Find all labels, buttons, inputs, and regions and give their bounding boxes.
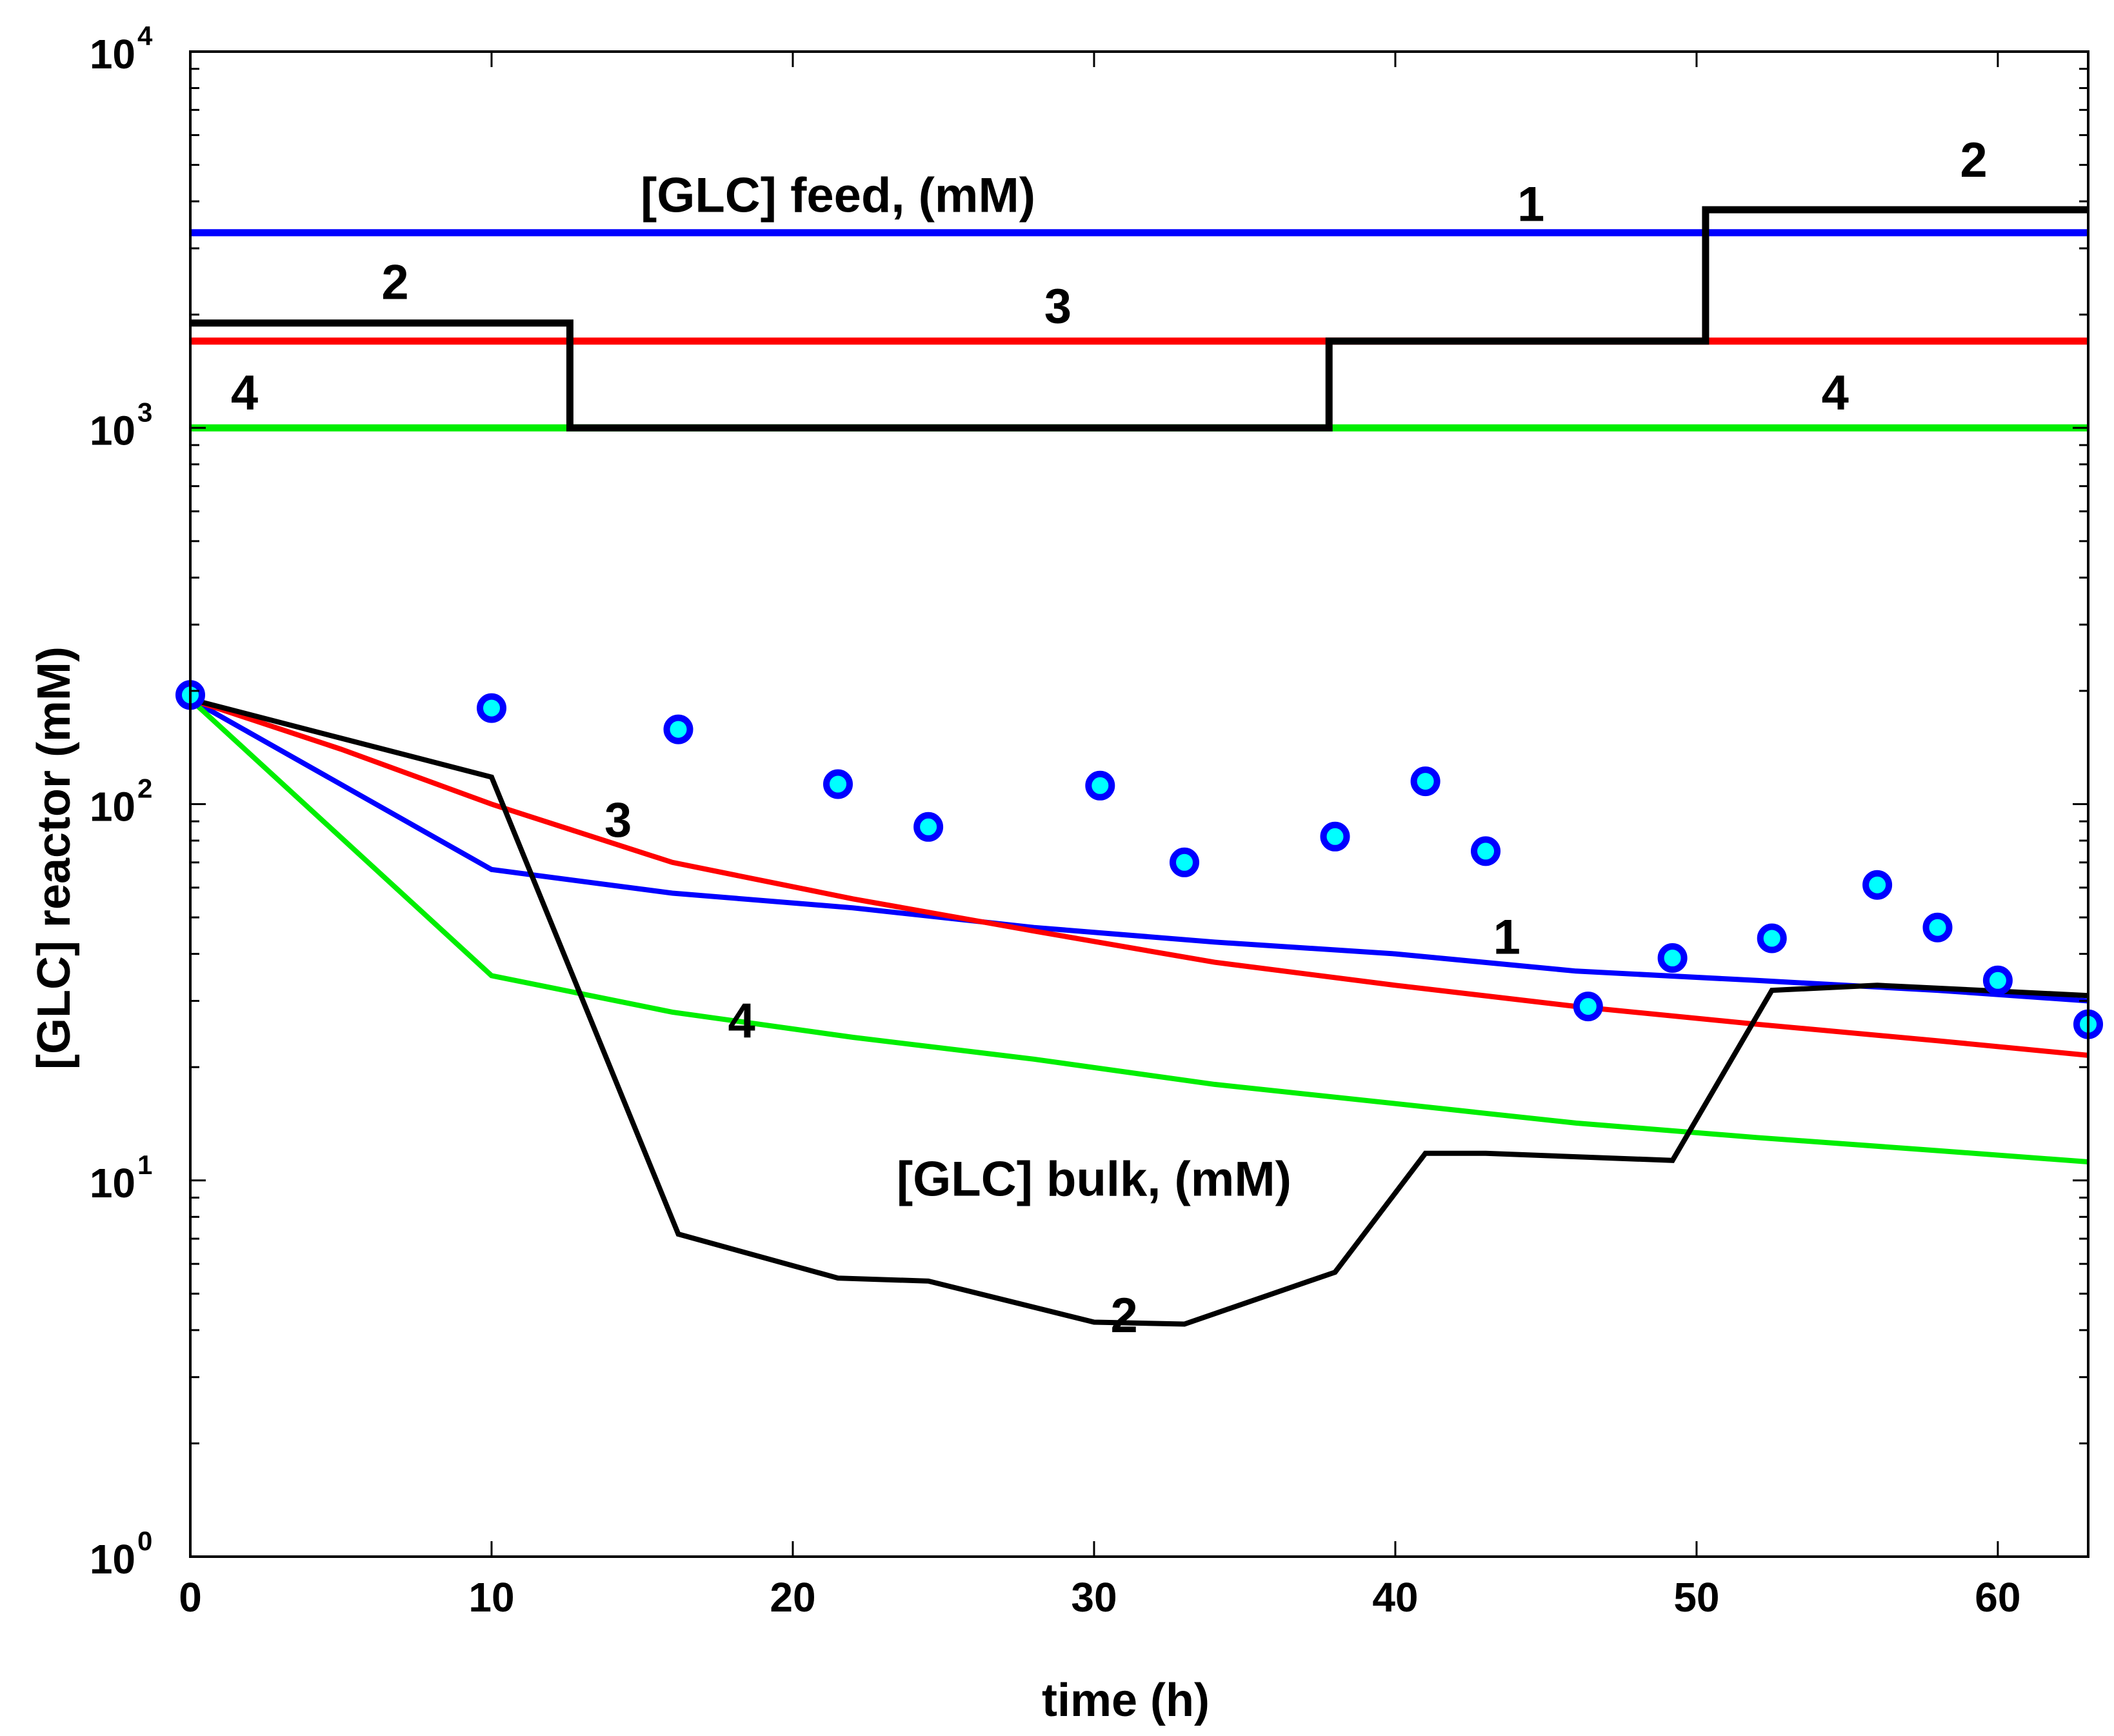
series-bulk-1 [189,697,2089,1004]
annotations: [GLC] feed, (mM) 1 2 2 3 4 4 3 1 4 [GLC] bulk, (mM… [231,133,1988,1343]
y-tick-label: 10 [90,31,135,77]
y-tick-exponent: 0 [137,1526,152,1556]
y-axis-title: [GLC] reactor (mM) [28,646,80,1070]
annotation-label: 2 [1111,1288,1138,1343]
series-layer [188,206,2089,1327]
x-tick-label: 50 [1673,1574,1719,1621]
data-point [1982,965,2013,995]
plot-frame [189,50,2089,1558]
data-point [1085,770,1115,801]
x-tick-label: 30 [1071,1574,1117,1621]
y-tick-exponent: 1 [137,1150,152,1180]
series-bulk-3 [189,697,2089,1058]
data-point [1657,943,1688,973]
data-point [1862,870,1893,900]
y-tick-exponent: 4 [137,21,153,51]
annotation-label: 4 [1822,366,1849,421]
annotation-label: 4 [231,366,258,421]
annotation-label: [GLC] feed, (mM) [641,168,1035,223]
experimental-markers [175,680,2103,1039]
x-tick-label: 20 [770,1574,815,1621]
x-axis-title: time (h) [1042,1675,1210,1726]
annotation-label: 3 [604,793,632,848]
x-tick-label: 40 [1372,1574,1418,1621]
annotation-label: 4 [728,993,755,1048]
x-tick-labels: 0 10 20 30 40 50 60 [179,1574,2020,1621]
series-bulk-2 [189,697,2089,1327]
annotation-label: 2 [381,255,408,310]
x-tick-label: 60 [1975,1574,2020,1621]
y-tick-label: 10 [90,407,135,454]
annotation-label: 1 [1517,177,1544,232]
y-tick-label: 10 [90,1160,135,1206]
data-point [1320,821,1350,852]
x-tick-label: 10 [468,1574,514,1621]
data-point [1573,992,1603,1022]
data-point [1922,912,1953,943]
series-bulk-4 [188,697,2089,1164]
data-point [1471,836,1501,866]
data-point [477,693,506,723]
annotation-label: 2 [1960,133,1987,188]
data-point [823,769,853,799]
axis-ticks [189,52,2088,1558]
data-point [1757,923,1787,953]
annotation-label: 3 [1044,279,1072,334]
series-feed-2 [190,206,2088,432]
x-tick-label: 0 [179,1574,202,1621]
y-tick-exponent: 2 [137,773,152,804]
data-point [1410,766,1441,797]
data-point [1170,847,1199,877]
y-tick-label: 10 [90,784,135,830]
y-tick-exponent: 3 [137,397,152,427]
annotation-label: 1 [1493,910,1521,965]
annotation-label: [GLC] bulk, (mM) [897,1152,1291,1207]
data-point [913,812,944,842]
y-tick-label: 10 [90,1536,135,1582]
data-point [663,714,693,744]
